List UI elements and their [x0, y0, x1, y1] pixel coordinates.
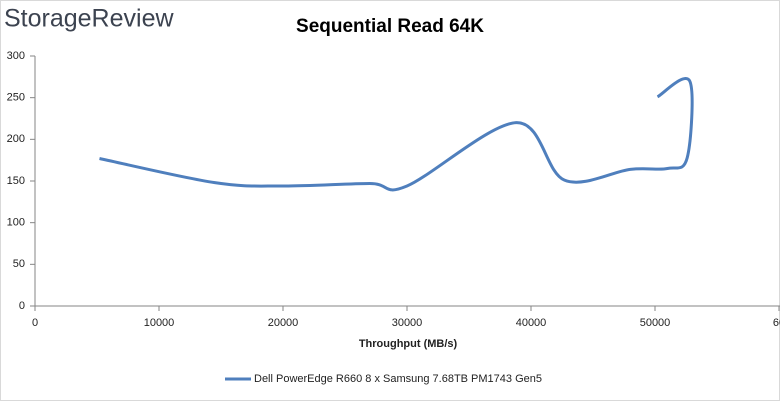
x-tick-label: 20000	[268, 317, 299, 329]
legend-label: Dell PowerEdge R660 8 x Samsung 7.68TB P…	[254, 373, 542, 385]
x-tick-label: 40000	[516, 317, 547, 329]
x-axis-label: Throughput (MB/s)	[359, 338, 458, 350]
y-tick-label: 300	[7, 50, 25, 62]
y-tick-label: 0	[19, 300, 25, 312]
y-tick-label: 150	[7, 175, 25, 187]
y-tick-label: 250	[7, 92, 25, 104]
x-tick-label: 10000	[144, 317, 175, 329]
x-tick-label: 50000	[640, 317, 671, 329]
y-tick-label: 200	[7, 133, 25, 145]
chart-title: Sequential Read 64K	[296, 16, 484, 37]
y-tick-label: 50	[13, 258, 25, 270]
y-tick-label: 100	[7, 217, 25, 229]
x-tick-label: 60	[773, 317, 780, 329]
x-tick-label: 30000	[392, 317, 423, 329]
brand-logo: StorageReview	[4, 5, 174, 33]
x-tick-label: 0	[32, 317, 38, 329]
data-line	[99, 77, 694, 192]
